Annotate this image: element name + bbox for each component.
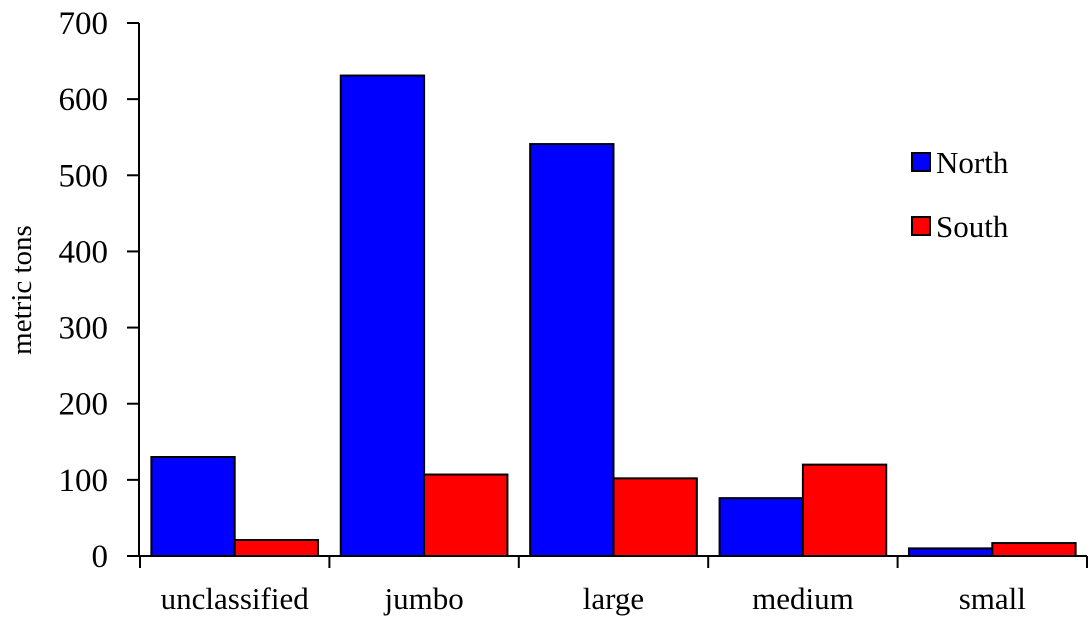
bar-north-large bbox=[529, 143, 615, 557]
legend-swatch-north bbox=[911, 152, 931, 172]
y-tick-label: 500 bbox=[59, 158, 109, 194]
axes bbox=[138, 23, 1088, 568]
x-category-label: jumbo bbox=[383, 581, 463, 616]
y-tick-label: 700 bbox=[59, 6, 109, 42]
y-tick-label: 100 bbox=[59, 463, 109, 499]
y-tick-label: 0 bbox=[92, 539, 109, 575]
legend-label-north: North bbox=[936, 145, 1009, 180]
y-tick-label: 400 bbox=[59, 234, 109, 270]
legend-swatch-south bbox=[911, 216, 931, 236]
x-category-label: large bbox=[583, 581, 644, 616]
bar-north-jumbo bbox=[339, 74, 426, 557]
x-category-label: medium bbox=[752, 581, 854, 616]
y-tick-label: 200 bbox=[59, 387, 109, 423]
bar-south-small bbox=[991, 542, 1077, 558]
bar-south-medium bbox=[801, 463, 888, 557]
x-category-label: unclassified bbox=[161, 581, 310, 616]
bar-south-unclassified bbox=[233, 539, 320, 558]
y-axis-title: metric tons bbox=[6, 225, 38, 355]
legend: North South bbox=[911, 145, 1009, 244]
bar-north-unclassified bbox=[150, 456, 236, 557]
legend-label-south: South bbox=[936, 209, 1009, 244]
bars bbox=[150, 74, 1077, 558]
bar-north-small bbox=[907, 547, 994, 558]
x-axis-labels: unclassified jumbo large medium small bbox=[161, 581, 1026, 616]
y-axis-ticks: 0 100 200 300 400 500 600 700 bbox=[59, 6, 139, 575]
bar-south-jumbo bbox=[423, 473, 509, 557]
x-category-label: small bbox=[959, 581, 1026, 616]
bar-south-large bbox=[612, 477, 698, 557]
y-tick-label: 300 bbox=[59, 311, 109, 347]
y-tick-label: 600 bbox=[59, 82, 109, 118]
bar-north-medium bbox=[718, 497, 804, 558]
